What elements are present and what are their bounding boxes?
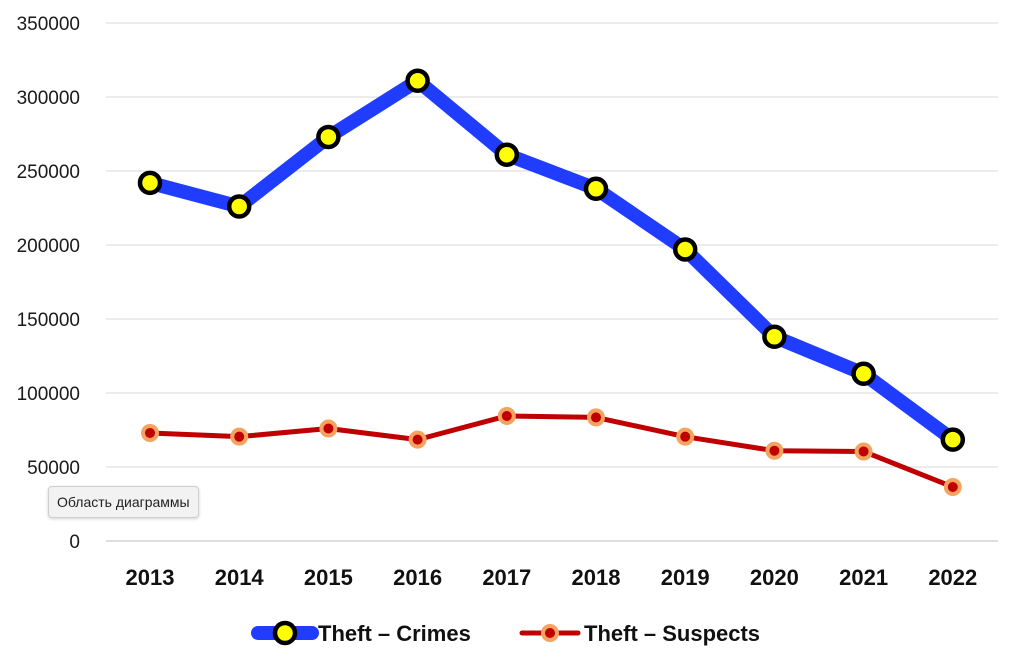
data-point[interactable] (319, 419, 338, 438)
data-point[interactable] (762, 324, 787, 350)
x-tick-label: 2021 (839, 565, 888, 590)
y-tick-label: 50000 (27, 458, 80, 479)
x-tick-label: 2017 (482, 565, 531, 590)
data-point[interactable] (226, 194, 252, 219)
x-tick-label: 2016 (393, 565, 442, 590)
series-theft-suspects (141, 406, 962, 496)
x-tick-label: 2022 (928, 565, 977, 590)
series-line (143, 73, 960, 447)
data-point[interactable] (230, 427, 249, 446)
legend-swatch-marker (272, 620, 298, 646)
data-point[interactable] (676, 427, 695, 446)
y-tick-label: 0 (69, 532, 80, 553)
legend-label: Theft – Suspects (584, 621, 760, 646)
legend-item[interactable]: Theft – Suspects (519, 621, 760, 646)
gridlines (106, 22, 998, 542)
data-point[interactable] (943, 477, 962, 496)
data-point[interactable] (137, 170, 163, 196)
y-axis-ticks: 0 50000 100000 150000 200000 250000 300000 3500… (17, 14, 80, 553)
y-tick-label: 200000 (17, 236, 80, 257)
y-tick-label: 300000 (17, 88, 80, 109)
y-tick-label: 250000 (17, 162, 80, 183)
y-tick-label: 100000 (17, 384, 80, 405)
x-tick-label: 2019 (661, 565, 710, 590)
x-tick-label: 2015 (304, 565, 353, 590)
data-point[interactable] (672, 237, 698, 262)
data-point[interactable] (141, 423, 159, 442)
data-point[interactable] (497, 406, 516, 425)
data-point[interactable] (851, 361, 876, 387)
x-tick-label: 2014 (215, 565, 265, 590)
data-point[interactable] (408, 430, 427, 449)
series-layer (137, 68, 966, 496)
data-point[interactable] (583, 176, 609, 202)
data-point[interactable] (940, 427, 966, 452)
y-tick-label: 150000 (17, 310, 80, 331)
legend-item[interactable]: Theft – Crimes (251, 620, 471, 646)
x-tick-label: 2020 (750, 565, 799, 590)
legend-swatch-marker (541, 624, 559, 642)
series-theft-crimes (137, 68, 966, 452)
x-tick-label: 2013 (126, 565, 175, 590)
data-point[interactable] (587, 408, 605, 427)
series-line (147, 413, 956, 490)
data-point[interactable] (405, 68, 430, 93)
data-point[interactable] (854, 442, 873, 461)
x-tick-label: 2018 (572, 565, 621, 590)
x-axis-ticks: 2013 2014 2015 2016 2017 2018 2019 2020 2021 2022 (126, 565, 978, 590)
chart-area-tooltip: Область диаграммы (48, 486, 199, 518)
data-point[interactable] (765, 441, 784, 460)
data-point[interactable] (316, 124, 341, 150)
data-point[interactable] (494, 142, 520, 167)
legend-label: Theft – Crimes (318, 621, 471, 646)
legend[interactable]: Theft – Crimes Theft – Suspects (251, 620, 760, 646)
y-tick-label: 350000 (17, 14, 80, 35)
